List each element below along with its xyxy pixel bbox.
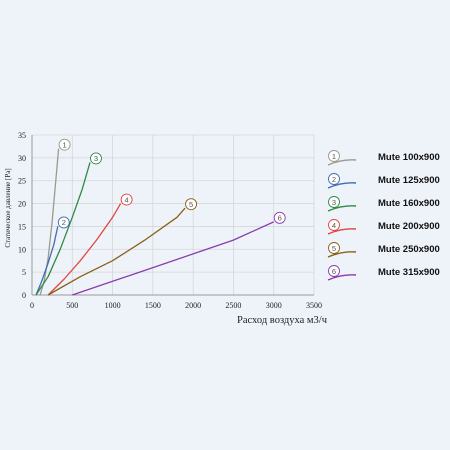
legend-marker-label-2: 2 <box>332 175 336 184</box>
legend-label-1: Mute 100x900 <box>378 152 440 163</box>
series-marker-6 <box>273 211 286 224</box>
x-axis-label: Расход воздуха м3/ч <box>237 315 328 326</box>
legend-marker-label-4: 4 <box>332 221 336 230</box>
legend-swatch-4 <box>327 228 357 235</box>
axes: 0 500 1000 1500 2000 2500 3000 3500051015202530… <box>18 131 322 310</box>
legend-marker-label-1: 1 <box>332 152 336 161</box>
series-marker-2 <box>57 216 70 229</box>
y-tick-label: 0 <box>22 291 26 300</box>
x-tick-label: 0 <box>30 301 34 310</box>
series-line-4 <box>47 203 122 296</box>
grid <box>31 134 315 296</box>
legend-marker-label-3: 3 <box>332 198 336 207</box>
series-marker-label-4: 4 <box>125 195 129 204</box>
series-marker-label-2: 2 <box>62 218 66 227</box>
x-tick-label: 2500 <box>225 301 241 310</box>
legend-marker-1 <box>328 150 340 162</box>
series-marker-label-6: 6 <box>278 214 282 223</box>
series-marker-4 <box>120 193 133 206</box>
legend-swatch-3 <box>327 205 357 212</box>
series-lines <box>35 148 274 296</box>
legend-marker-label-5: 5 <box>332 244 336 253</box>
series-marker-label-1: 1 <box>63 141 67 150</box>
series-markers: 1 2 3 4 5 6 <box>57 138 286 229</box>
legend-marker-6 <box>328 265 340 277</box>
legend: 1 Mute 100x900 2 Mute 125x900 3 Mute 160x900 4… <box>327 150 440 281</box>
y-tick-label: 15 <box>18 222 26 231</box>
series-line-5 <box>47 207 186 296</box>
y-tick-label: 35 <box>18 131 26 140</box>
legend-marker-4 <box>328 219 340 231</box>
legend-label-2: Mute 125x900 <box>378 175 440 186</box>
y-tick-label: 10 <box>18 245 26 254</box>
legend-marker-3 <box>328 196 340 208</box>
legend-swatch-2 <box>327 182 357 189</box>
legend-marker-5 <box>328 242 340 254</box>
series-marker-label-5: 5 <box>189 200 193 209</box>
series-line-2 <box>35 226 59 296</box>
series-marker-3 <box>90 152 102 165</box>
series-line-3 <box>35 162 91 296</box>
legend-swatch-1 <box>327 159 357 166</box>
x-tick-label: 2000 <box>185 301 201 310</box>
x-tick-label: 1500 <box>145 301 161 310</box>
legend-label-3: Mute 160x900 <box>378 198 440 209</box>
legend-marker-2 <box>328 173 340 185</box>
x-tick-label: 1000 <box>105 301 121 310</box>
series-marker-label-3: 3 <box>94 154 98 163</box>
series-line-6 <box>72 221 274 296</box>
legend-label-5: Mute 250x900 <box>378 244 440 255</box>
x-tick-label: 3500 <box>306 301 322 310</box>
legend-label-4: Mute 200x900 <box>378 221 440 232</box>
y-axis-label: Статическое давление [Pa] <box>4 168 12 247</box>
y-tick-label: 25 <box>18 177 26 186</box>
legend-swatch-6 <box>327 274 357 281</box>
y-tick-label: 30 <box>18 154 26 163</box>
y-tick-label: 20 <box>18 200 26 209</box>
y-tick-label: 5 <box>22 268 26 277</box>
x-tick-label: 3000 <box>266 301 282 310</box>
series-marker-1 <box>58 138 71 151</box>
legend-swatch-5 <box>327 251 357 258</box>
x-tick-label: 500 <box>66 301 78 310</box>
legend-label-6: Mute 315x900 <box>378 267 440 278</box>
series-marker-5 <box>185 198 198 211</box>
legend-marker-label-6: 6 <box>332 267 336 276</box>
